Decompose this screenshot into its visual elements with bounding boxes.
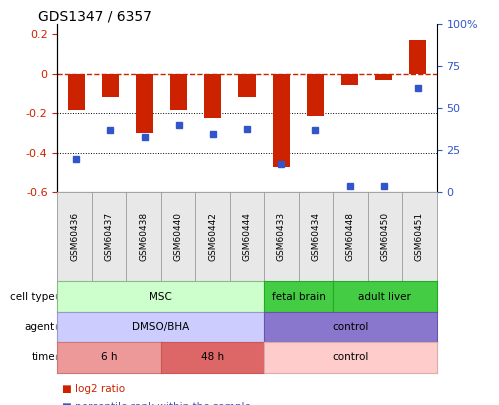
Text: fetal brain: fetal brain (272, 292, 326, 302)
Text: ■ percentile rank within the sample: ■ percentile rank within the sample (62, 402, 251, 405)
Text: control: control (332, 322, 369, 332)
Text: GSM60451: GSM60451 (415, 212, 424, 262)
Text: GSM60442: GSM60442 (208, 213, 217, 261)
Bar (307, 74, 324, 116)
Text: MSC: MSC (149, 292, 172, 302)
Text: 6 h: 6 h (101, 352, 117, 362)
Text: GSM60444: GSM60444 (243, 213, 251, 261)
Text: control: control (332, 352, 369, 362)
Text: cell type: cell type (10, 292, 55, 302)
Text: agent: agent (25, 322, 55, 332)
Bar (375, 74, 392, 80)
Bar (341, 74, 358, 85)
Text: GSM60433: GSM60433 (277, 212, 286, 262)
Text: GSM60440: GSM60440 (174, 213, 183, 261)
Bar (68, 74, 85, 110)
Text: GSM60450: GSM60450 (380, 212, 389, 262)
Text: 48 h: 48 h (201, 352, 224, 362)
Text: adult liver: adult liver (358, 292, 411, 302)
Text: GSM60436: GSM60436 (70, 212, 79, 262)
Bar (204, 74, 222, 118)
Bar (102, 74, 119, 98)
Text: DMSO/BHA: DMSO/BHA (132, 322, 190, 332)
Text: ■ log2 ratio: ■ log2 ratio (62, 384, 126, 394)
Bar (239, 74, 255, 98)
Text: GDS1347 / 6357: GDS1347 / 6357 (38, 9, 152, 23)
Bar (136, 74, 153, 133)
Text: GSM60438: GSM60438 (139, 212, 148, 262)
Text: GSM60434: GSM60434 (311, 213, 320, 261)
Text: GSM60448: GSM60448 (346, 213, 355, 261)
Text: time: time (31, 352, 55, 362)
Text: GSM60437: GSM60437 (105, 212, 114, 262)
Bar (272, 74, 290, 167)
Bar (170, 74, 187, 110)
Bar (409, 40, 426, 74)
